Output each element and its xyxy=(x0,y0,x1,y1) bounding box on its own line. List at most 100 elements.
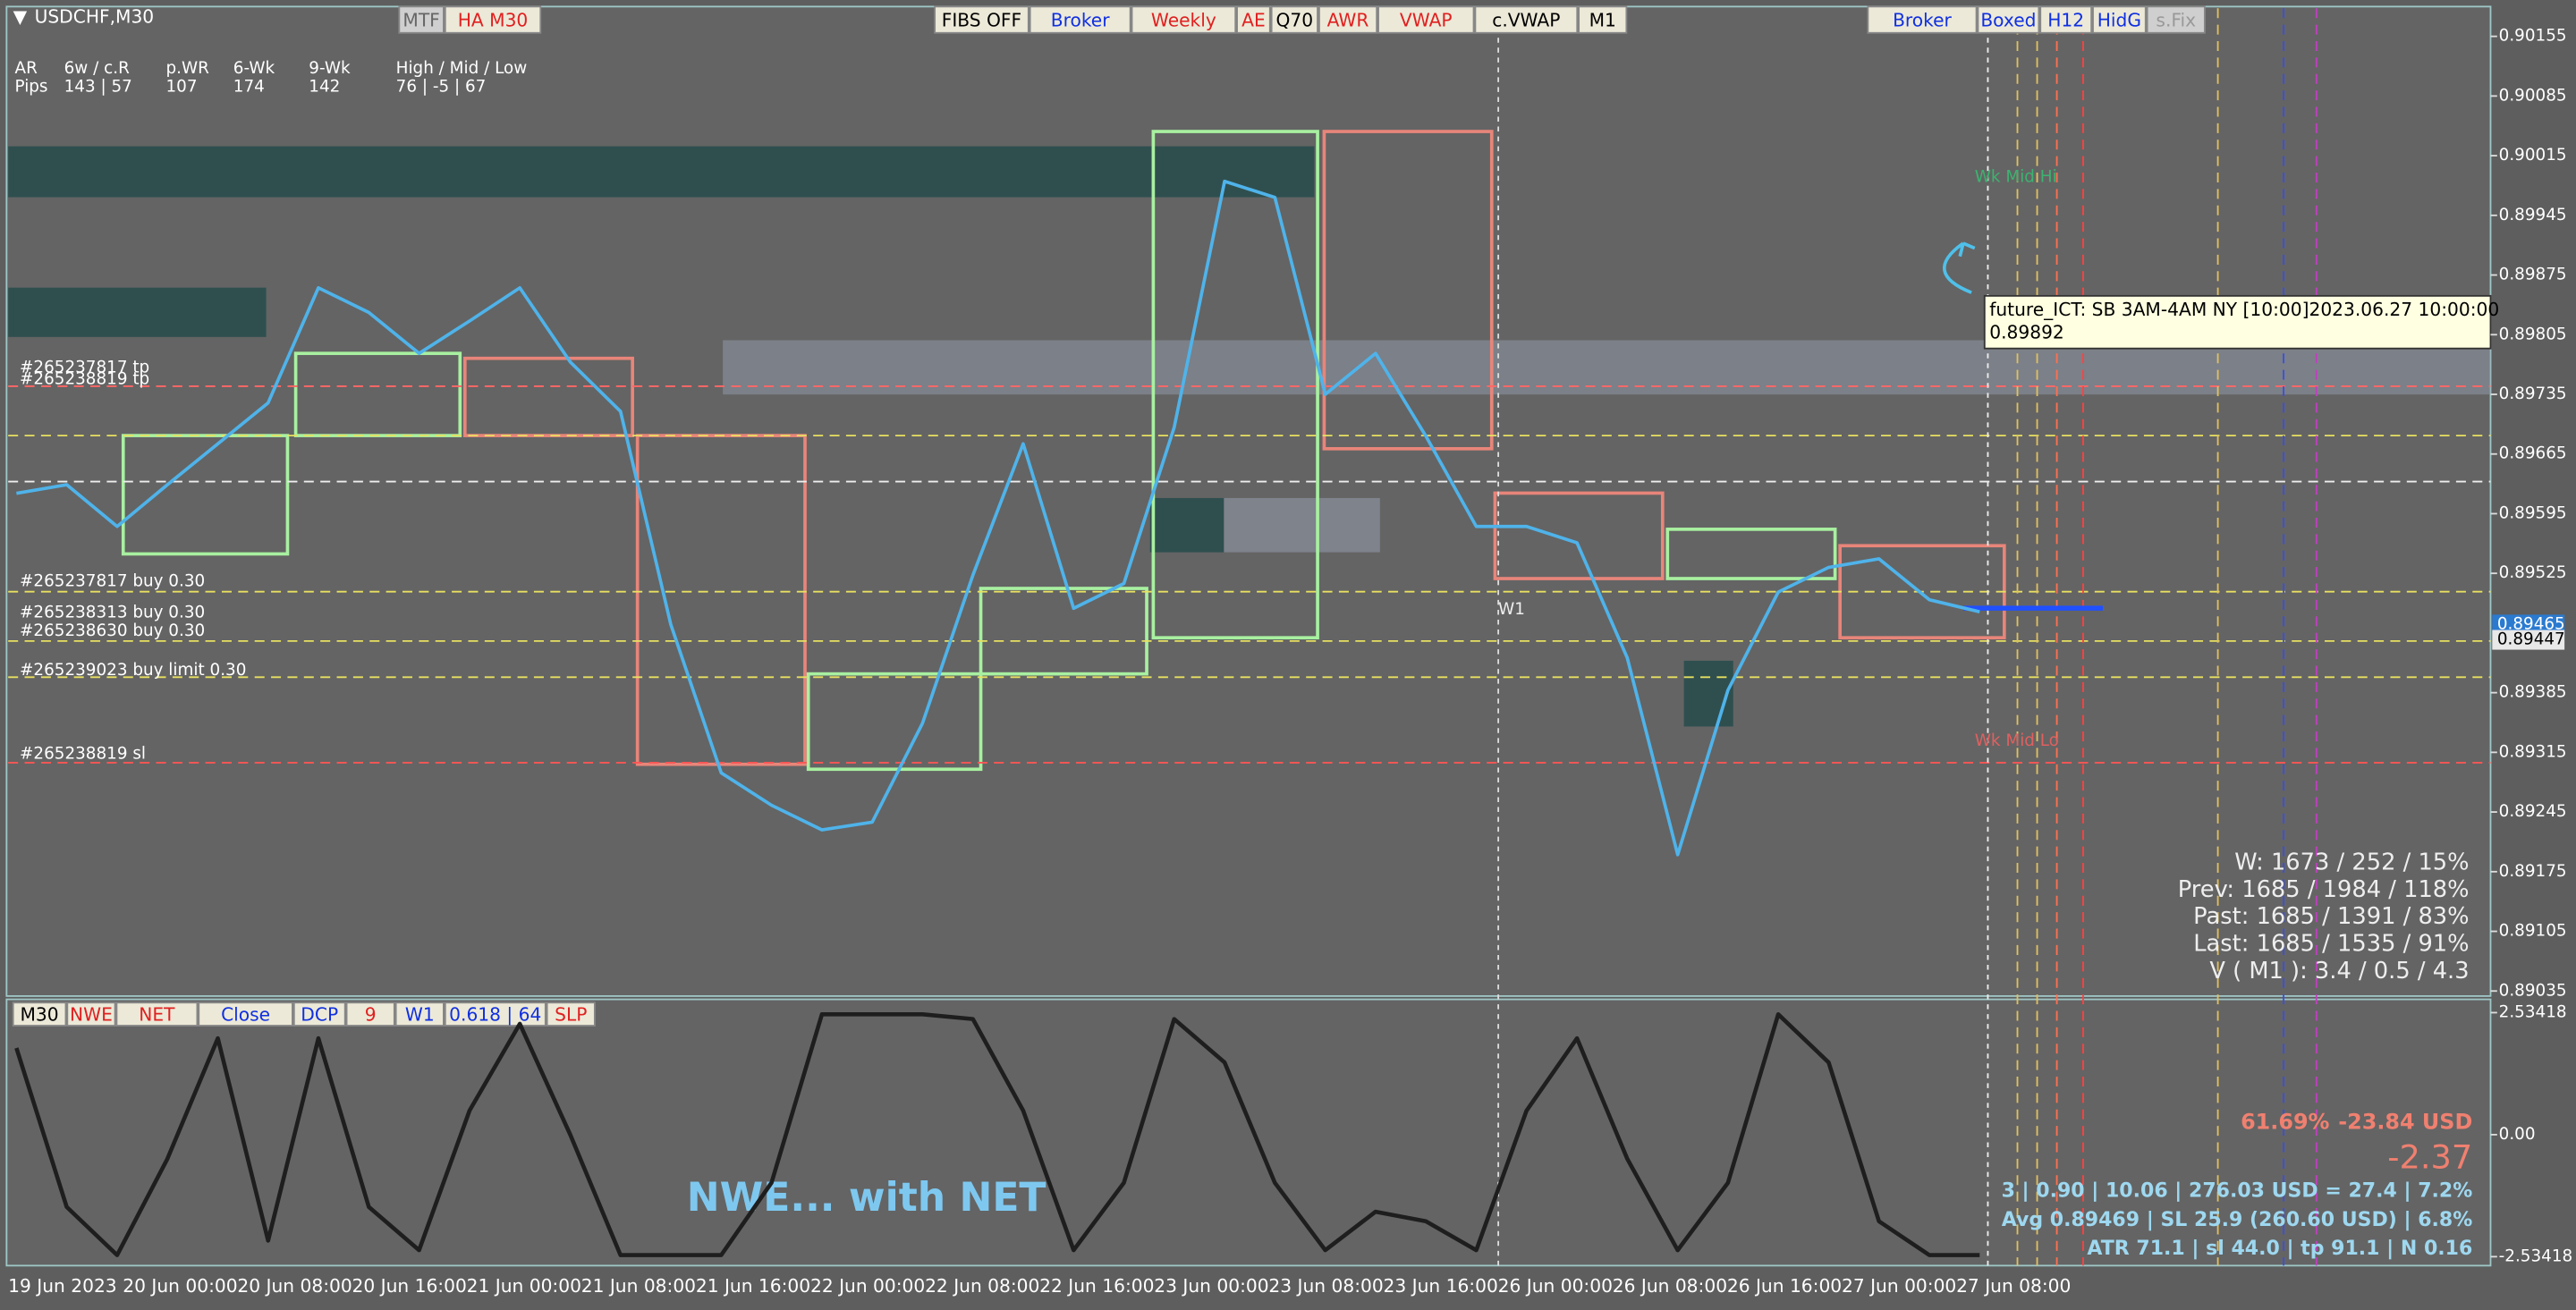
info-cell: Pips xyxy=(15,77,48,96)
button[interactable]: Broker xyxy=(1893,9,1952,30)
box xyxy=(1493,491,1665,580)
button-bg[interactable] xyxy=(444,1002,547,1027)
button-bg[interactable] xyxy=(292,1002,346,1027)
button[interactable]: HidG xyxy=(2097,9,2141,30)
button-bg[interactable] xyxy=(1029,5,1131,34)
button[interactable]: AE xyxy=(1241,9,1266,30)
button-bg[interactable] xyxy=(934,5,1030,34)
x-tick-label: 22 Jun 00:00 xyxy=(810,1275,925,1297)
x-tick-label: 27 Jun 08:00 xyxy=(1956,1275,2071,1297)
button-bg[interactable] xyxy=(1377,5,1475,34)
button[interactable]: VWAP xyxy=(1400,9,1453,30)
stat-line: Last: 1685 / 1535 / 91% xyxy=(2193,931,2469,958)
button-bg[interactable] xyxy=(2146,5,2206,34)
watermark: NWE... with NET xyxy=(687,1175,1046,1221)
info-cell: 143 | 57 xyxy=(64,77,132,96)
button-bg[interactable] xyxy=(12,1002,67,1027)
trade-percent: 61.69% xyxy=(2241,1109,2329,1134)
y-tick-label: 0.89035 xyxy=(2499,981,2567,1000)
x-tick-label: 27 Jun 00:00 xyxy=(1842,1275,1956,1297)
button-bg[interactable] xyxy=(1131,5,1237,34)
button[interactable]: NWE xyxy=(70,1003,113,1025)
tooltip-line: 0.89892 xyxy=(1989,322,2064,343)
y-tick-label: 0.89665 xyxy=(2499,444,2567,463)
button[interactable]: AWR xyxy=(1327,9,1369,30)
y-tick-label: 0.89735 xyxy=(2499,385,2567,403)
levels xyxy=(8,8,2491,1266)
button[interactable]: Close xyxy=(221,1003,270,1025)
arrow xyxy=(1943,241,1976,294)
info-cell: 142 xyxy=(309,77,340,96)
zone xyxy=(8,146,1315,198)
button[interactable]: Broker xyxy=(1051,9,1110,30)
symbol-arrow: ▼ xyxy=(13,6,28,28)
button[interactable]: Boxed xyxy=(1980,9,2036,30)
y-tick-label: 0.89525 xyxy=(2499,563,2567,582)
symbol-label: USDCHF,M30 xyxy=(35,6,155,28)
info-cell: 6w / c.R xyxy=(64,59,130,78)
button[interactable]: 9 xyxy=(365,1003,377,1025)
button[interactable]: Q70 xyxy=(1276,9,1314,30)
button-bg[interactable] xyxy=(66,1002,116,1027)
info-cell: AR xyxy=(15,59,38,78)
button[interactable]: MTF xyxy=(402,9,439,30)
button[interactable]: Weekly xyxy=(1151,9,1216,30)
info-cell: 174 xyxy=(233,77,265,96)
session-label: Wk Mid Lo xyxy=(1975,731,2059,750)
button-bg[interactable] xyxy=(1578,5,1628,34)
x-tick-label: 19 Jun 2023 xyxy=(8,1275,117,1297)
price-tag-bg xyxy=(2492,614,2565,635)
button[interactable]: SLP xyxy=(555,1003,587,1025)
button[interactable]: s.Fix xyxy=(2156,9,2196,30)
button[interactable]: DCP xyxy=(301,1003,338,1025)
button[interactable]: M30 xyxy=(21,1003,59,1025)
y-tick-label: 0.90155 xyxy=(2499,27,2567,46)
button-bg[interactable] xyxy=(1236,5,1271,34)
y-tick-label: 0.89945 xyxy=(2499,206,2567,224)
button-bg[interactable] xyxy=(1270,5,1318,34)
button-bg[interactable] xyxy=(394,1002,445,1027)
stat-line: W: 1673 / 252 / 15% xyxy=(2234,849,2469,876)
order-label: #265238819 tp xyxy=(20,370,149,389)
button-bg[interactable] xyxy=(444,5,542,34)
button[interactable]: HA M30 xyxy=(458,9,529,30)
stat-line: V ( M1 ): 3.4 / 0.5 / 4.3 xyxy=(2209,958,2469,985)
session-label: Wk Mid Hi xyxy=(1975,168,2057,187)
button-bg[interactable] xyxy=(198,1002,293,1027)
button-bg[interactable] xyxy=(115,1002,199,1027)
button-bg[interactable] xyxy=(546,1002,596,1027)
button[interactable]: FIBS OFF xyxy=(942,9,1021,30)
y-tick-label: 2.53418 xyxy=(2499,1002,2567,1021)
button-bg[interactable] xyxy=(1474,5,1579,34)
button[interactable]: W1 xyxy=(405,1003,435,1025)
order-label: #265237817 buy 0.30 xyxy=(20,572,205,591)
x-tick-label: 23 Jun 08:00 xyxy=(1268,1275,1383,1297)
y-tick-label: 0.89595 xyxy=(2499,503,2567,522)
button[interactable]: M1 xyxy=(1589,9,1616,30)
button-bg[interactable] xyxy=(345,1002,395,1027)
button[interactable]: 0.618 | 64 xyxy=(449,1003,541,1025)
button[interactable]: H12 xyxy=(2047,9,2084,30)
button-bg[interactable] xyxy=(398,5,445,34)
button-bg[interactable] xyxy=(2092,5,2147,34)
info-cell: 6-Wk xyxy=(233,59,275,78)
session-label: W1 xyxy=(1498,600,1525,619)
button-bg[interactable] xyxy=(2039,5,2093,34)
trade-profit: -23.84 USD xyxy=(2338,1109,2472,1134)
x-tick-label: 26 Jun 00:00 xyxy=(1498,1275,1613,1297)
button[interactable]: c.VWAP xyxy=(1492,9,1560,30)
info-cell: 107 xyxy=(166,77,198,96)
box xyxy=(462,356,634,437)
button-bg[interactable] xyxy=(1318,5,1378,34)
box xyxy=(806,672,983,772)
info-cell: High / Mid / Low xyxy=(396,59,528,78)
y-tick-label: -2.53418 xyxy=(2499,1247,2573,1265)
button[interactable]: NET xyxy=(139,1003,175,1025)
button-bg[interactable] xyxy=(1977,5,2040,34)
button-bg[interactable] xyxy=(1867,5,1978,34)
info-cell: p.WR xyxy=(166,59,210,78)
x-tick-label: 26 Jun 08:00 xyxy=(1613,1275,1727,1297)
x-tick-label: 22 Jun 08:00 xyxy=(925,1275,1039,1297)
x-tick-label: 22 Jun 16:00 xyxy=(1039,1275,1154,1297)
oscillator-line xyxy=(14,1012,1980,1257)
